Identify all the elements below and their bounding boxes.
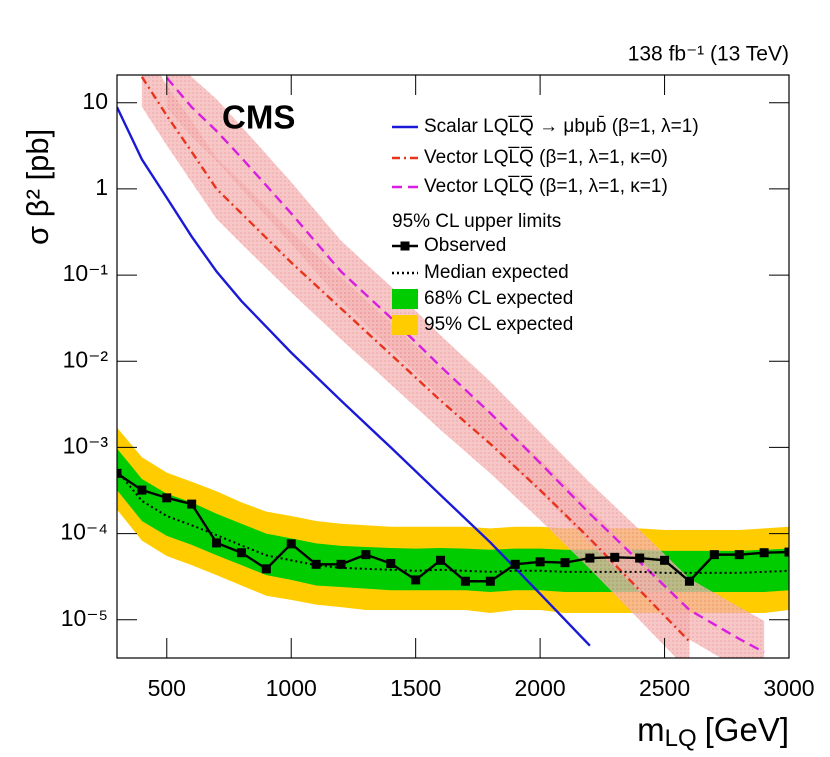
marker bbox=[560, 558, 570, 568]
y-tick-label: 10⁻⁴ bbox=[60, 519, 108, 545]
theory-band-hatch bbox=[166, 75, 765, 658]
x-tick-label: 3000 bbox=[763, 675, 814, 701]
marker bbox=[610, 552, 620, 562]
y-tick-label: 10⁻⁵ bbox=[61, 605, 108, 631]
marker bbox=[361, 550, 371, 560]
marker bbox=[117, 468, 122, 478]
series-line bbox=[140, 76, 691, 643]
legend-label: Vector LQL̅Q̅ (β=1, λ=1, κ=0) bbox=[424, 147, 668, 168]
legend-label: 68% CL expected bbox=[424, 288, 573, 309]
marker bbox=[535, 557, 545, 567]
y-tick-label: 1 bbox=[95, 174, 108, 200]
legend-label: Median expected bbox=[424, 262, 569, 283]
series-line bbox=[117, 472, 789, 583]
marker bbox=[212, 538, 222, 548]
marker bbox=[411, 575, 421, 585]
marker bbox=[137, 485, 147, 495]
marker bbox=[660, 555, 670, 565]
legend-swatch bbox=[392, 315, 418, 335]
plot-area bbox=[117, 75, 789, 658]
frame bbox=[116, 74, 790, 659]
legend-swatch bbox=[392, 289, 418, 309]
experiment-label: CMS bbox=[222, 99, 295, 136]
legend-label: 95% CL expected bbox=[424, 314, 573, 335]
legend-label: Vector LQL̅Q̅ (β=1, λ=1, κ=1) bbox=[424, 176, 668, 197]
marker bbox=[510, 559, 520, 569]
marker bbox=[709, 550, 719, 560]
legend-label: Scalar LQL̅Q̅ → μbμb̄ (β=1, λ=1) bbox=[424, 116, 699, 137]
marker bbox=[236, 548, 246, 558]
legend-heading: 95% CL upper limits bbox=[392, 211, 561, 232]
marker bbox=[684, 576, 694, 586]
x-tick-label: 1000 bbox=[266, 675, 317, 701]
x-axis-label: mLQ [GeV] bbox=[637, 711, 789, 753]
marker bbox=[460, 576, 470, 586]
marker bbox=[784, 547, 789, 557]
marker bbox=[386, 558, 396, 568]
marker bbox=[635, 553, 645, 563]
marker bbox=[759, 548, 769, 558]
marker bbox=[585, 553, 595, 563]
y-tick-label: 10⁻² bbox=[63, 346, 109, 372]
y-tick-label: 10 bbox=[82, 88, 108, 114]
marker bbox=[485, 576, 495, 586]
x-tick-label: 500 bbox=[148, 675, 186, 701]
marker bbox=[286, 539, 296, 549]
marker bbox=[187, 499, 197, 509]
marker bbox=[336, 559, 346, 569]
legend-marker bbox=[400, 241, 410, 251]
legend: Scalar LQL̅Q̅ → μbμb̄ (β=1, λ=1) Vector L… bbox=[392, 116, 699, 335]
x-label-symbol: m bbox=[637, 711, 665, 748]
marker bbox=[436, 555, 446, 565]
marker bbox=[734, 550, 744, 560]
chart-title: 138 fb⁻¹ (13 TeV) bbox=[628, 43, 789, 66]
x-tick-label: 2000 bbox=[515, 675, 566, 701]
y-tick-label: 10⁻³ bbox=[63, 433, 109, 459]
series-line bbox=[117, 469, 789, 574]
legend-label: Observed bbox=[424, 235, 506, 256]
y-axis-label: σ β² [pb] bbox=[20, 129, 55, 245]
series-line bbox=[117, 106, 591, 647]
marker bbox=[261, 564, 271, 574]
series-line bbox=[165, 76, 765, 654]
x-tick-label: 2500 bbox=[639, 675, 690, 701]
x-tick-label: 1500 bbox=[390, 675, 441, 701]
x-label-unit: [GeV] bbox=[705, 711, 789, 748]
x-label-subscript: LQ bbox=[665, 725, 697, 752]
y-tick-label: 10⁻¹ bbox=[63, 260, 109, 286]
marker bbox=[162, 493, 172, 503]
